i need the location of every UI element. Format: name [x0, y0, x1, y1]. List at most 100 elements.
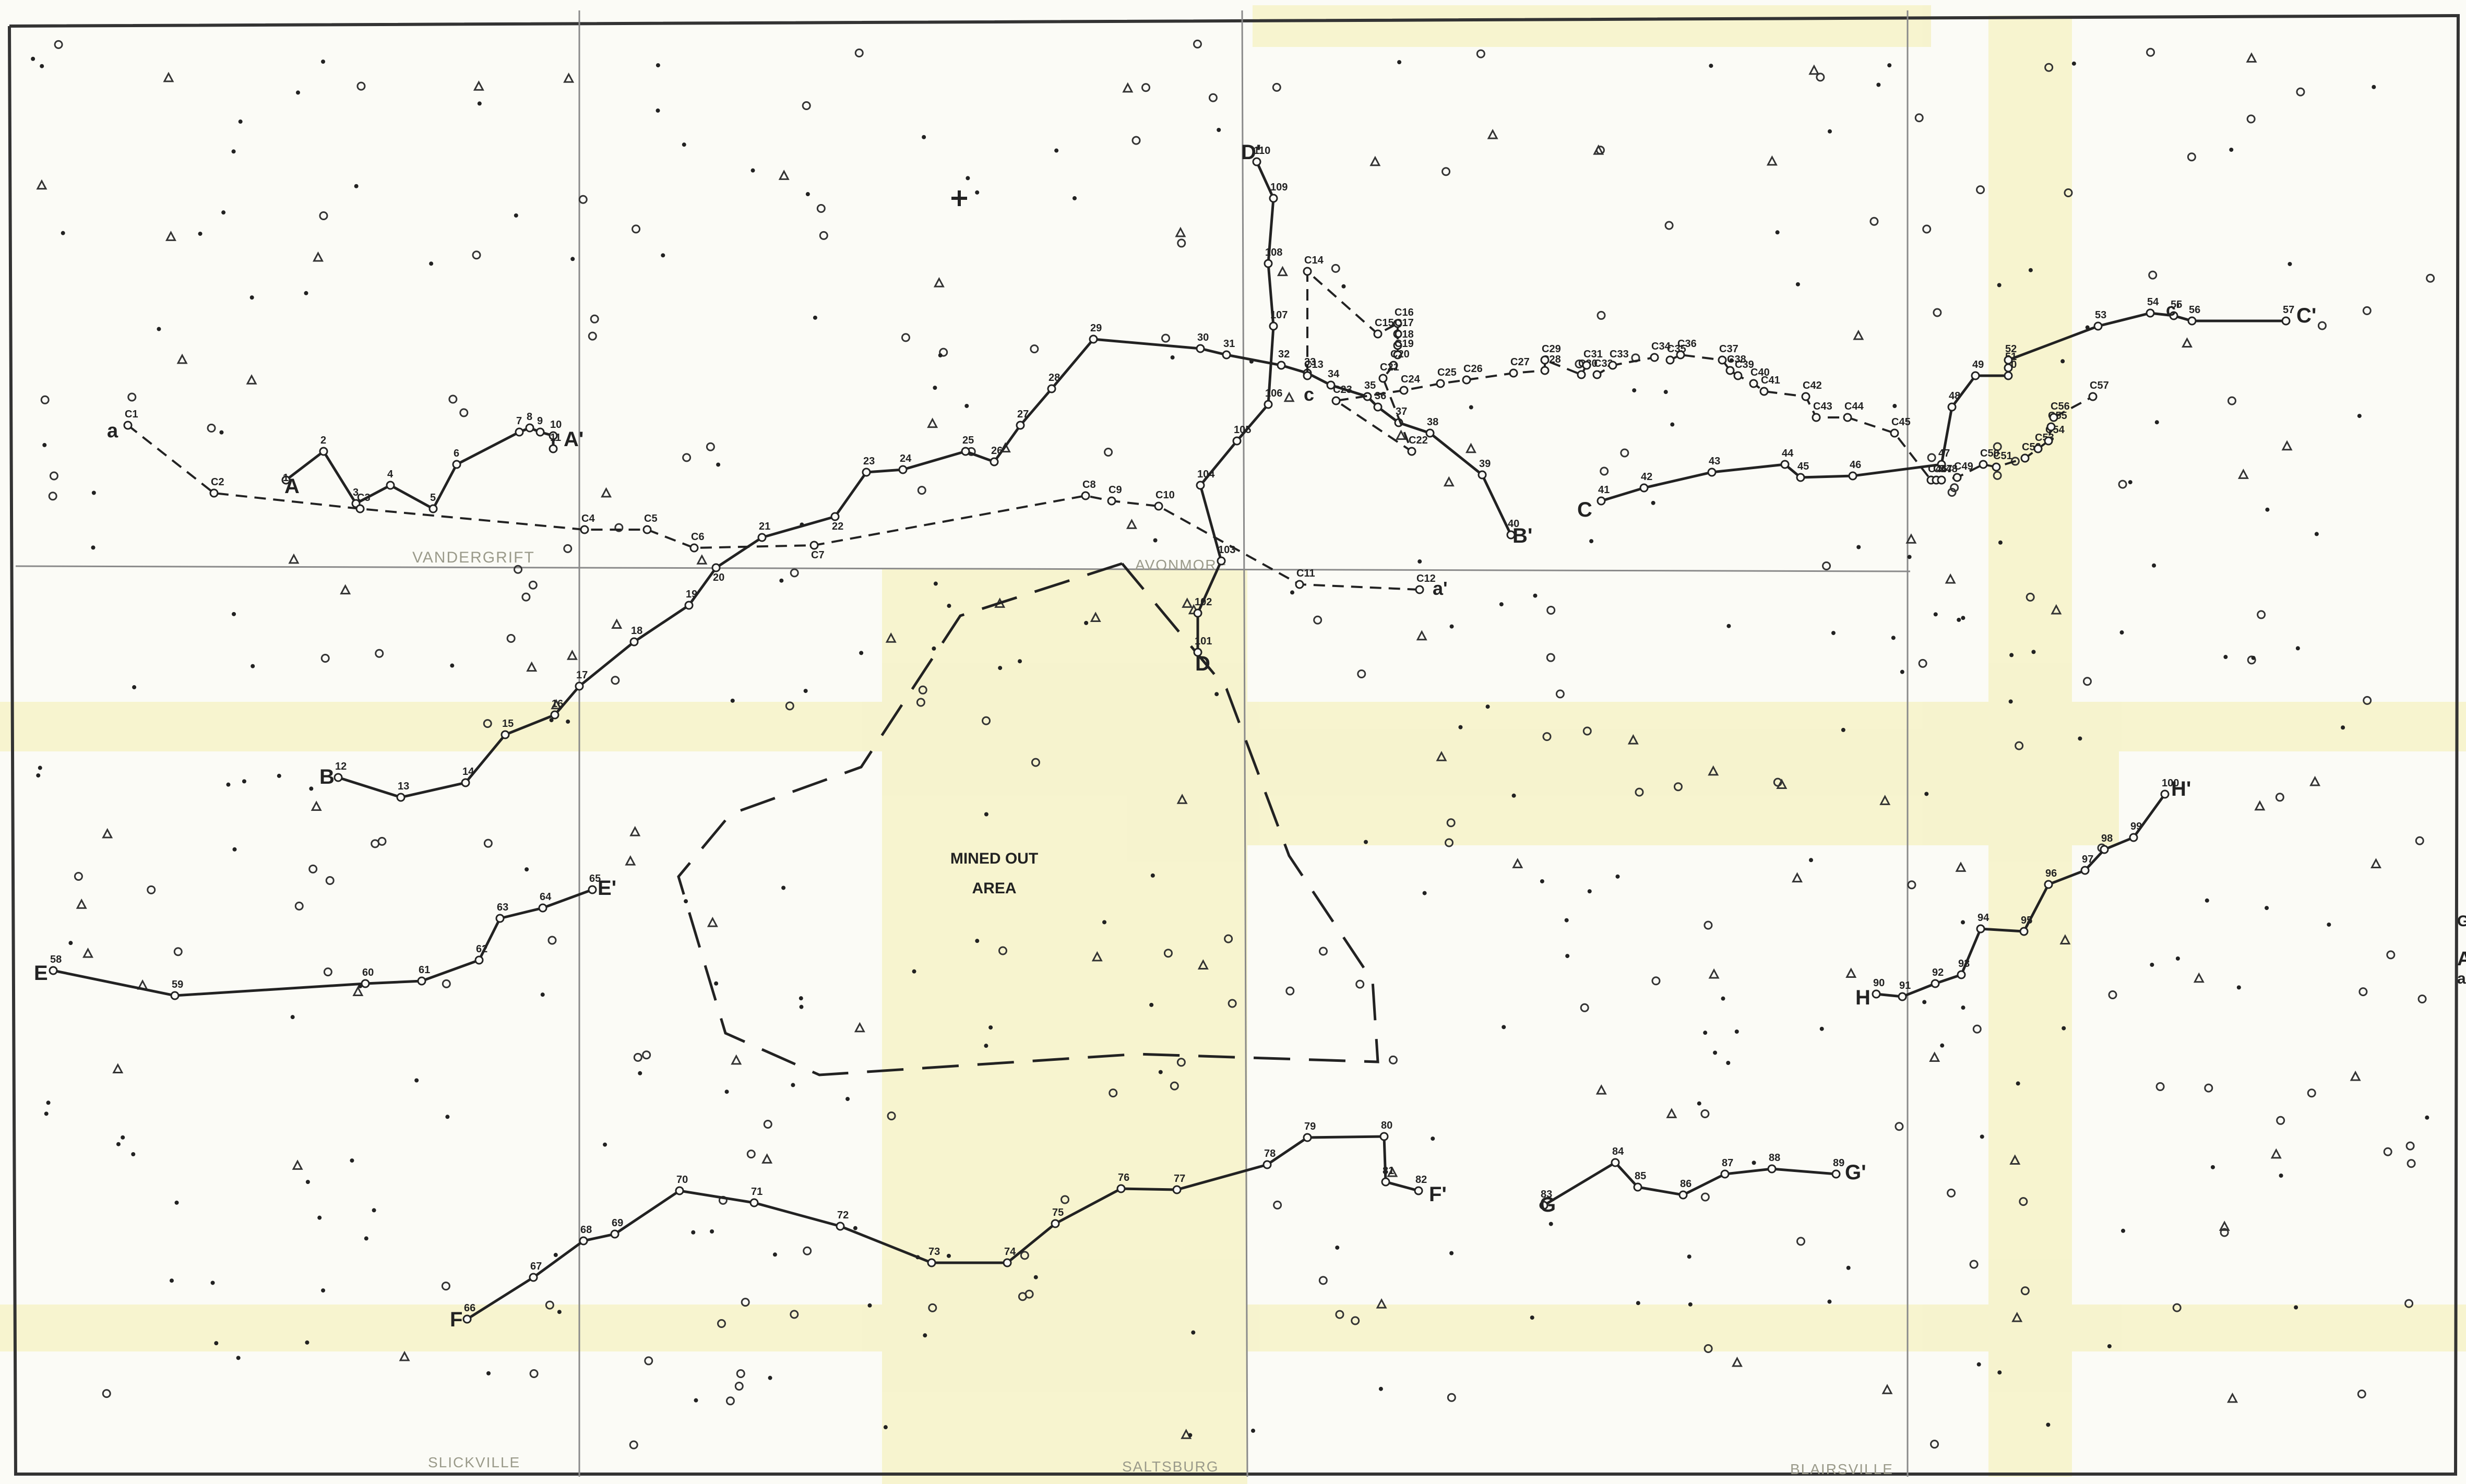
- circle-icon: [2155, 1082, 2165, 1091]
- dot-icon: [1961, 616, 1965, 620]
- station-label: 75: [1052, 1207, 1064, 1218]
- station-marker: [386, 481, 395, 490]
- station-label: 29: [1090, 322, 1102, 334]
- station-marker: [1252, 157, 1261, 166]
- station-label: C5: [644, 513, 658, 524]
- dot-icon: [1422, 891, 1427, 895]
- station-marker: [1425, 428, 1435, 438]
- station-marker: [1890, 428, 1899, 438]
- station-label: 86: [1680, 1178, 1691, 1190]
- circle-icon: [1895, 1122, 1904, 1131]
- dot-icon: [1072, 196, 1077, 200]
- circle-icon: [790, 1310, 799, 1319]
- dot-icon: [44, 1111, 49, 1116]
- dot-icon: [2314, 532, 2319, 536]
- circle-icon: [816, 204, 826, 213]
- dot-icon: [1188, 1433, 1193, 1438]
- station-marker: [1759, 387, 1769, 396]
- station-marker: [830, 512, 840, 521]
- circle-icon: [1673, 782, 1683, 792]
- triangle-icon: [696, 554, 708, 565]
- dot-icon: [1831, 631, 1836, 636]
- station-label: C24: [1401, 374, 1421, 385]
- dot-icon: [1729, 358, 1734, 363]
- circle-icon: [1163, 949, 1173, 958]
- station-marker: [580, 525, 589, 534]
- plus-icon: [951, 190, 967, 206]
- dot-icon: [1217, 128, 1221, 133]
- mined-out-boundary: [677, 562, 1379, 1076]
- station-marker: [333, 773, 343, 782]
- dot-icon: [1721, 996, 1725, 1001]
- dot-icon: [2265, 906, 2269, 911]
- dot-icon: [933, 386, 937, 390]
- triangle-icon: [36, 179, 47, 190]
- dot-icon: [1997, 283, 2002, 288]
- triangle-icon: [1122, 82, 1134, 93]
- station-marker: [1540, 366, 1550, 375]
- circle-icon: [2362, 306, 2372, 315]
- dot-icon: [277, 773, 281, 778]
- circle-icon: [49, 471, 58, 481]
- station-label: 102: [1195, 596, 1212, 608]
- dot-icon: [1564, 918, 1569, 923]
- dot-icon: [716, 462, 721, 467]
- station-label: 4: [387, 469, 394, 480]
- triangle-icon: [165, 231, 176, 241]
- circle-icon: [1930, 1440, 1939, 1449]
- station-label: 94: [1977, 912, 1990, 924]
- station-label: 107: [1270, 309, 1288, 321]
- dot-icon: [1663, 390, 1668, 394]
- station-label: 53: [2095, 309, 2106, 321]
- station-marker: [1269, 194, 1278, 203]
- station-marker: [355, 504, 365, 513]
- circle-icon: [632, 224, 641, 234]
- dot-icon: [1431, 1136, 1435, 1141]
- seam-line: [1241, 10, 1248, 1477]
- dot-icon: [682, 142, 686, 147]
- station-marker: [1937, 475, 1946, 485]
- mined-out-label-line1: MINED OUT: [950, 850, 1038, 867]
- station-marker: [836, 1222, 845, 1231]
- circle-icon: [1972, 1024, 1982, 1034]
- circle-icon: [1104, 448, 1113, 457]
- station-label: 73: [928, 1246, 940, 1258]
- dot-icon: [553, 1253, 558, 1258]
- station-marker: [1172, 1185, 1182, 1194]
- station-label: 89: [1833, 1157, 1844, 1169]
- station-marker: [535, 427, 545, 437]
- dot-icon: [2229, 147, 2234, 152]
- dot-icon: [304, 291, 308, 295]
- circle-icon: [1976, 185, 1985, 195]
- station-marker: [1393, 341, 1402, 350]
- tape-strips: [0, 5, 2466, 1484]
- dot-icon: [1775, 230, 1780, 235]
- dot-icon: [1548, 1222, 1553, 1226]
- section-C: 4142434445464748495051525354555657: [1597, 296, 2294, 506]
- dot-icon: [317, 1215, 322, 1220]
- circle-icon: [1796, 1237, 1805, 1246]
- station-label: C56: [2051, 401, 2070, 412]
- dot-icon: [2372, 85, 2376, 89]
- dot-icon: [932, 646, 936, 651]
- triangle-icon: [1708, 968, 1720, 979]
- triangle-icon: [2281, 440, 2293, 451]
- triangle-icon: [176, 353, 188, 364]
- station-label: 99: [2130, 821, 2142, 832]
- dot-icon: [2223, 655, 2228, 660]
- seam-line: [15, 565, 1911, 572]
- dot-icon: [2016, 1081, 2020, 1086]
- circle-icon: [1950, 483, 1959, 493]
- dot-icon: [1290, 590, 1295, 595]
- circle-icon: [173, 947, 183, 956]
- dot-icon: [445, 1115, 450, 1119]
- circle-icon: [982, 716, 991, 725]
- triangle-icon: [1090, 612, 1101, 622]
- circle-icon: [717, 1319, 726, 1328]
- dot-icon: [1703, 1031, 1708, 1035]
- dot-icon: [1632, 388, 1637, 393]
- station-label: 47: [1938, 448, 1950, 459]
- station-label: C42: [1803, 380, 1822, 391]
- station-marker: [1303, 1133, 1312, 1142]
- dot-icon: [2060, 359, 2065, 364]
